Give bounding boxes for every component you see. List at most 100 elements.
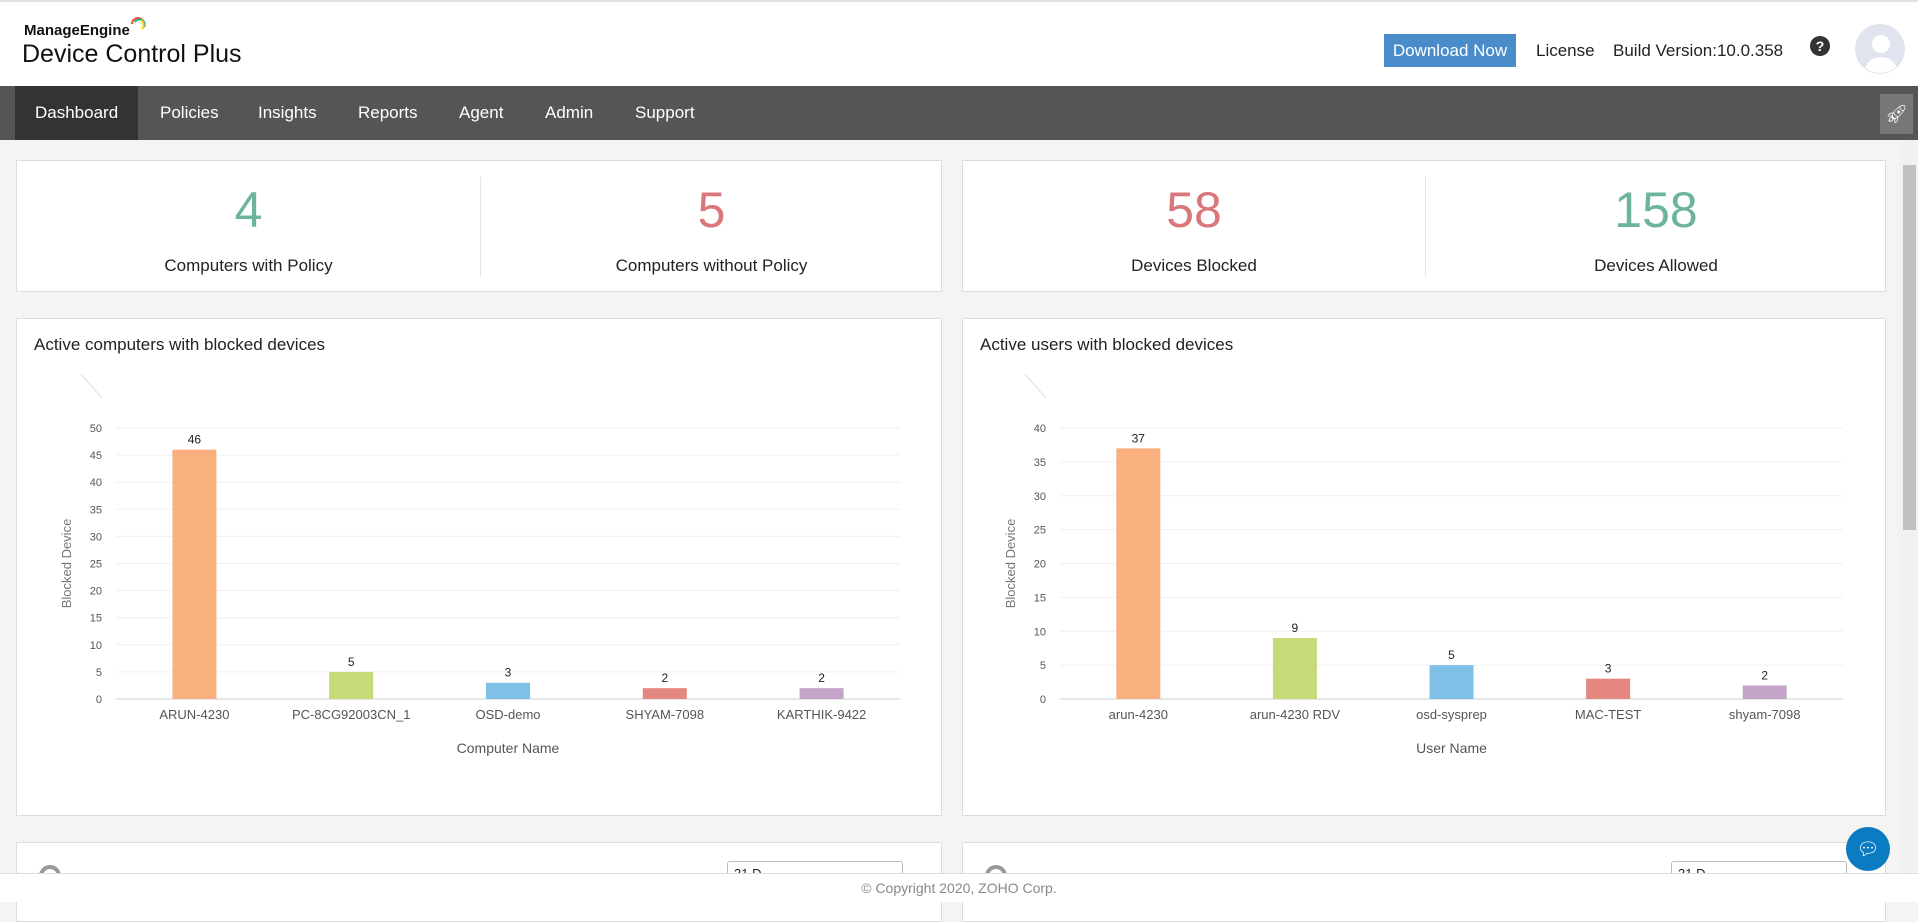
data-label: 3 xyxy=(505,666,512,680)
bar xyxy=(1116,448,1161,699)
scrollbar-thumb[interactable] xyxy=(1903,165,1916,530)
y-axis-title: Blocked Device xyxy=(59,519,74,609)
y-tick-label: 15 xyxy=(1034,592,1046,604)
data-label: 46 xyxy=(188,433,202,447)
x-tick-label: SHYAM-7098 xyxy=(626,707,705,722)
stat-computers-without-policy[interactable]: 5 Computers without Policy xyxy=(480,161,943,292)
stat-label: Devices Allowed xyxy=(1594,256,1718,275)
y-tick-label: 0 xyxy=(1040,694,1046,706)
help-icon[interactable]: ? xyxy=(1810,36,1830,56)
nav-agent[interactable]: Agent xyxy=(459,103,504,122)
data-label: 2 xyxy=(661,671,668,685)
nav-admin[interactable]: Admin xyxy=(545,103,594,122)
main-nav: Dashboard Policies Insights Reports Agen… xyxy=(0,86,1918,140)
license-link[interactable]: License xyxy=(1536,41,1595,60)
data-label: 2 xyxy=(1761,668,1768,682)
device-stats-card: 58 Devices Blocked 158 Devices Allowed xyxy=(962,160,1886,292)
y-tick-label: 15 xyxy=(90,613,102,625)
y-tick-label: 35 xyxy=(1034,457,1046,469)
download-now-button[interactable]: Download Now xyxy=(1384,34,1516,67)
decorative-line xyxy=(1024,373,1047,399)
bar xyxy=(486,682,530,699)
data-label: 37 xyxy=(1132,431,1146,445)
data-label: 3 xyxy=(1605,662,1612,676)
bar xyxy=(1586,678,1631,699)
bar xyxy=(172,449,217,699)
stat-devices-allowed[interactable]: 158 Devices Allowed xyxy=(1425,161,1887,292)
x-tick-label: arun-4230 xyxy=(1109,707,1168,722)
chart-card-users: Active users with blocked devices 0 5 10 15… xyxy=(962,318,1886,816)
logo-arc-icon xyxy=(131,17,146,30)
nav-insights[interactable]: Insights xyxy=(258,103,317,122)
brand-logo: ManageEngine xyxy=(24,22,130,39)
bar xyxy=(329,671,374,699)
x-tick-label: KARTHIK-9422 xyxy=(777,707,866,722)
y-tick-label: 40 xyxy=(1034,423,1046,435)
y-tick-label: 0 xyxy=(96,694,102,706)
data-label: 5 xyxy=(348,655,355,669)
nav-policies[interactable]: Policies xyxy=(160,103,219,122)
stat-value: 158 xyxy=(1614,182,1698,238)
y-tick-label: 30 xyxy=(90,531,102,543)
y-tick-label: 30 xyxy=(1034,491,1046,503)
footer: © Copyright 2020, ZOHO Corp. xyxy=(0,873,1918,902)
nav-reports[interactable]: Reports xyxy=(358,103,418,122)
bar xyxy=(1272,638,1317,699)
x-tick-label: OSD-demo xyxy=(475,707,540,722)
x-axis-title: User Name xyxy=(1416,740,1487,756)
product-name: Device Control Plus xyxy=(22,40,242,68)
y-tick-label: 10 xyxy=(90,640,102,652)
y-tick-label: 10 xyxy=(1034,626,1046,638)
stat-devices-blocked[interactable]: 58 Devices Blocked xyxy=(963,161,1425,292)
y-tick-label: 20 xyxy=(90,586,102,598)
build-version: Build Version:10.0.358 xyxy=(1613,41,1784,60)
stat-label: Computers with Policy xyxy=(164,256,333,275)
policy-stats-card: 4 Computers with Policy 5 Computers with… xyxy=(16,160,942,292)
divider xyxy=(1425,177,1426,277)
copyright: © Copyright 2020, ZOHO Corp. xyxy=(861,880,1057,896)
y-tick-label: 20 xyxy=(1034,559,1046,571)
y-tick-label: 5 xyxy=(1040,660,1046,672)
stat-value: 5 xyxy=(697,182,726,238)
chart-card-computers: Active computers with blocked devices 0 5… xyxy=(16,318,942,816)
nav-support[interactable]: Support xyxy=(635,103,695,122)
x-tick-label: osd-sysprep xyxy=(1416,707,1487,722)
y-tick-label: 25 xyxy=(1034,525,1046,537)
y-tick-label: 5 xyxy=(96,667,102,679)
y-tick-label: 45 xyxy=(90,450,102,462)
x-axis-title: Computer Name xyxy=(457,740,560,756)
x-tick-label: shyam-7098 xyxy=(1729,707,1801,722)
stat-label: Computers without Policy xyxy=(615,256,808,275)
chart-title: Active users with blocked devices xyxy=(980,335,1234,354)
y-tick-label: 40 xyxy=(90,477,102,489)
data-label: 9 xyxy=(1292,621,1299,635)
stat-computers-with-policy[interactable]: 4 Computers with Policy xyxy=(17,161,480,292)
y-tick-label: 35 xyxy=(90,504,102,516)
bar xyxy=(642,688,687,699)
stat-value: 4 xyxy=(234,182,263,238)
chat-bubble-icon[interactable]: 💬︎ xyxy=(1846,827,1890,871)
y-tick-label: 25 xyxy=(90,559,102,571)
x-tick-label: PC-8CG92003CN_1 xyxy=(292,707,411,722)
chart-title: Active computers with blocked devices xyxy=(34,335,326,354)
bar xyxy=(1742,685,1787,699)
divider xyxy=(480,177,481,277)
data-label: 5 xyxy=(1448,648,1455,662)
bar xyxy=(1429,665,1474,699)
header: ManageEngine Device Control Plus Downloa… xyxy=(0,0,1918,86)
bar-chart-computers: 0 5 10 15 20 25 30 35 40 45 50 46 ARUN-4230 5 PC-8CG92… xyxy=(59,373,900,756)
user-avatar-icon[interactable] xyxy=(1855,24,1905,74)
data-label: 2 xyxy=(818,671,825,685)
y-tick-label: 50 xyxy=(90,423,102,435)
stat-label: Devices Blocked xyxy=(1131,256,1257,275)
decorative-line xyxy=(80,373,103,399)
stat-value: 58 xyxy=(1166,182,1222,238)
rocket-icon[interactable]: 🚀︎ xyxy=(1880,94,1913,134)
bar xyxy=(799,688,844,699)
nav-dashboard[interactable]: Dashboard xyxy=(15,86,139,140)
y-axis-title: Blocked Device xyxy=(1003,519,1018,609)
x-tick-label: MAC-TEST xyxy=(1575,707,1642,722)
x-tick-label: ARUN-4230 xyxy=(159,707,229,722)
x-tick-label: arun-4230 RDV xyxy=(1250,707,1341,722)
